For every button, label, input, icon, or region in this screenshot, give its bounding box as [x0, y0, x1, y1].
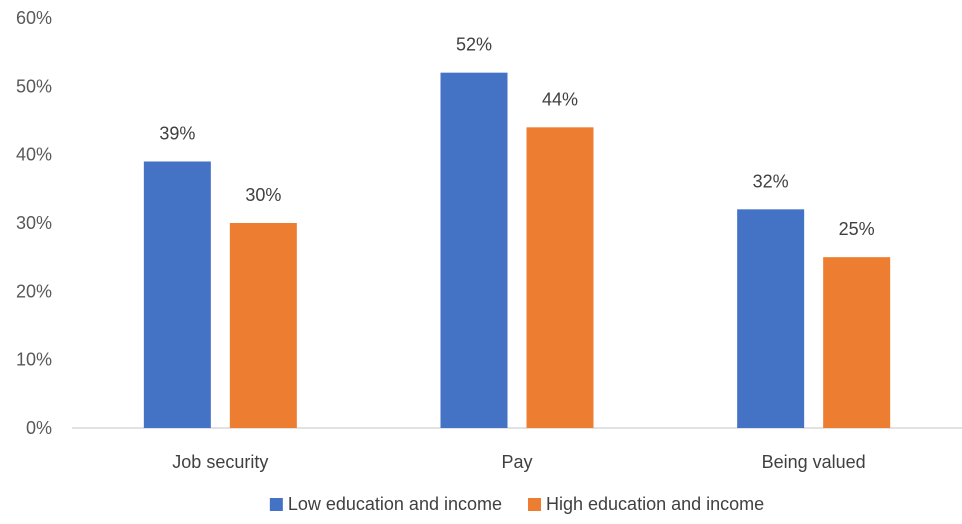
data-labels: 39% 30% 52% 44% 32% 25% — [159, 35, 874, 240]
data-label: 30% — [245, 185, 281, 205]
legend-swatch — [528, 498, 541, 511]
y-tick-label: 60% — [16, 8, 52, 28]
y-tick-label: 30% — [16, 213, 52, 233]
bar — [143, 161, 211, 428]
y-tick-label: 20% — [16, 281, 52, 301]
bars — [143, 72, 891, 429]
legend-label: High education and income — [546, 494, 764, 514]
category-label: Pay — [501, 452, 532, 472]
bar — [737, 209, 805, 428]
x-axis: Job security Pay Being valued — [72, 427, 962, 472]
y-tick-label: 50% — [16, 76, 52, 96]
bar — [440, 72, 508, 429]
data-label: 52% — [456, 35, 492, 55]
data-label: 25% — [839, 219, 875, 239]
legend: Low education and income High education a… — [269, 494, 764, 514]
y-tick-label: 10% — [16, 350, 52, 370]
y-tick-label: 0% — [26, 418, 52, 438]
bar — [229, 223, 297, 428]
y-tick-label: 40% — [16, 145, 52, 165]
y-axis: 0% 10% 20% 30% 40% 50% 60% — [16, 8, 52, 438]
category-label: Job security — [172, 452, 268, 472]
legend-swatch — [269, 498, 283, 511]
category-label: Being valued — [762, 452, 866, 472]
bar — [823, 257, 891, 428]
legend-label: Low education and income — [288, 494, 502, 514]
bar — [526, 127, 594, 428]
data-label: 39% — [159, 124, 195, 144]
data-label: 32% — [753, 171, 789, 191]
data-label: 44% — [542, 89, 578, 109]
